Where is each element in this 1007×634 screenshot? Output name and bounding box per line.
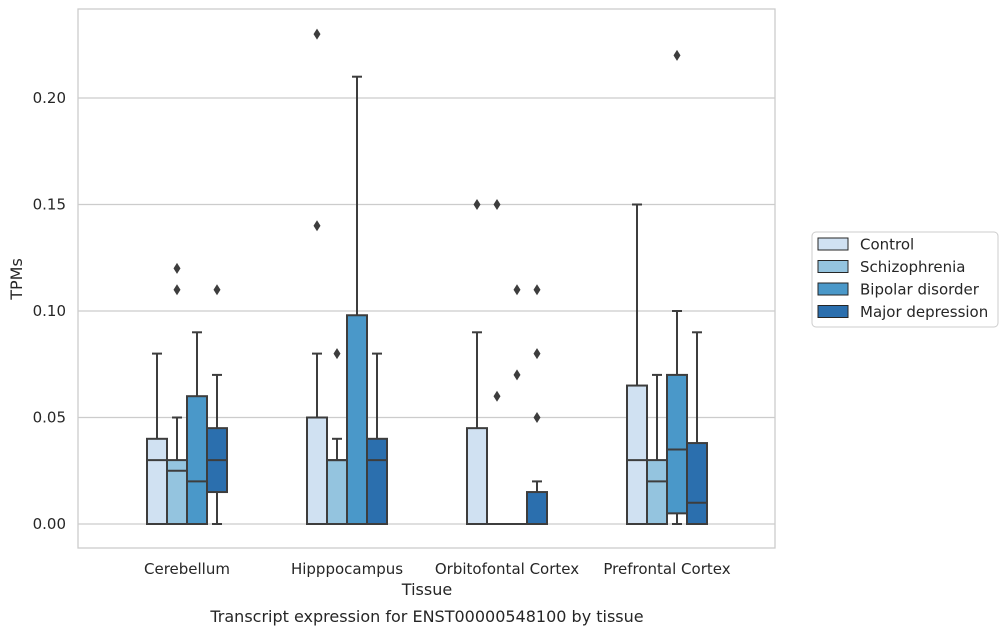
y-tick-label: 0.20 [33, 89, 66, 107]
outlier-point [513, 284, 521, 296]
legend-item: Schizophrenia [817, 258, 965, 276]
box-1-3 [646, 373, 668, 526]
legend-item: Major depression [817, 303, 988, 321]
legend-frame [811, 231, 999, 328]
outlier-point [333, 348, 341, 360]
box-body [306, 416, 328, 525]
outlier-point [173, 284, 181, 296]
box-body [186, 395, 208, 526]
box-body [626, 384, 648, 525]
box-1-0 [166, 262, 188, 526]
outlier-point [533, 412, 541, 423]
box-3-1 [366, 352, 388, 525]
box-body [466, 427, 488, 525]
outlier-point [533, 284, 541, 296]
box-body [166, 459, 188, 526]
legend-label: Major depression [860, 303, 988, 321]
x-axis: Cerebellum Hipppocampus Orbitofontal Corte… [144, 560, 731, 578]
box-0-1 [306, 28, 328, 525]
outlier-point [673, 49, 681, 61]
outlier-point [313, 28, 321, 40]
box-3-3 [686, 331, 708, 525]
outlier-point [213, 284, 221, 296]
y-tick-label: 0.05 [33, 409, 66, 427]
box-body [146, 437, 168, 525]
box-0-0 [146, 352, 168, 525]
x-axis-title: Tissue [401, 580, 452, 599]
box-body [646, 459, 668, 526]
legend-label: Control [860, 236, 914, 254]
x-tick-label: Cerebellum [144, 560, 230, 578]
legend-swatch [817, 282, 849, 296]
legend-label: Schizophrenia [860, 258, 965, 276]
box-2-2 [507, 284, 527, 525]
legend-item: Control [817, 236, 914, 254]
box-1-1 [326, 348, 348, 526]
y-axis: 0.00 0.05 0.10 0.15 0.20 [33, 89, 66, 533]
box-0-2 [466, 199, 488, 525]
y-tick-label: 0.00 [33, 515, 66, 533]
box-body [326, 459, 348, 526]
outlier-point [513, 369, 521, 381]
box-3-2 [526, 284, 548, 525]
box-0-3 [626, 203, 648, 525]
box-body [366, 437, 388, 525]
outlier-point [493, 390, 501, 402]
box-body [526, 491, 548, 525]
x-tick-label: Orbitofontal Cortex [435, 560, 579, 578]
outlier-point [493, 199, 501, 210]
y-tick-label: 0.10 [33, 302, 66, 320]
box-3-0 [206, 284, 228, 525]
x-tick-label: Hipppocampus [291, 560, 403, 578]
y-tick-label: 0.15 [33, 196, 66, 214]
legend-swatch [817, 305, 849, 318]
legend-label: Bipolar disorder [860, 281, 980, 299]
legend: Control Schizophrenia Bipolar disorder Majo… [811, 231, 999, 328]
box-body [346, 314, 368, 526]
chart-caption: Transcript expression for ENST0000054810… [209, 607, 643, 626]
plot-area [146, 28, 708, 526]
outlier-point [313, 220, 321, 232]
plot-frame [77, 8, 776, 549]
legend-item: Bipolar disorder [817, 281, 980, 299]
outlier-point [173, 262, 181, 274]
box-body [686, 442, 708, 525]
box-1-2 [487, 199, 507, 525]
legend-swatch [817, 260, 849, 273]
box-2-3 [666, 49, 688, 525]
box-2-1 [346, 75, 368, 526]
y-axis-title: TPMs [7, 258, 26, 301]
legend-swatch [817, 237, 849, 251]
box-body [666, 373, 688, 515]
box-2-0 [186, 331, 208, 526]
outlier-point [533, 348, 541, 360]
x-tick-label: Prefrontal Cortex [603, 560, 730, 578]
outlier-point [473, 199, 481, 210]
